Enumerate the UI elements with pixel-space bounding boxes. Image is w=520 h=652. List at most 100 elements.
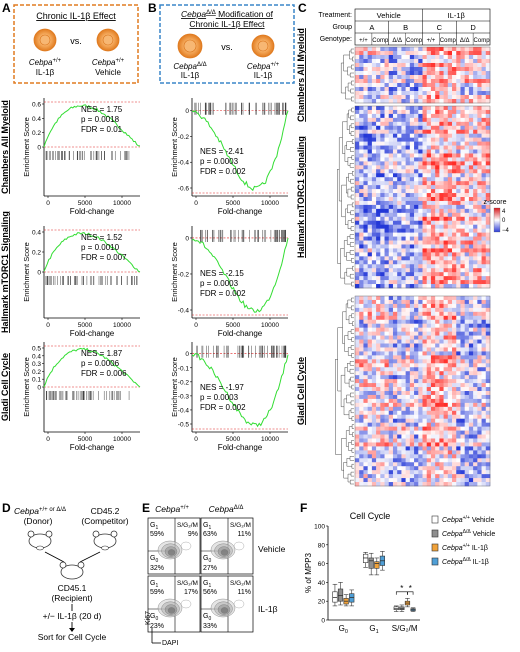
heatmap-cell <box>388 375 394 380</box>
heatmap-cell <box>485 438 491 443</box>
heatmap-cell <box>376 220 381 225</box>
heatmap-cell <box>397 383 402 388</box>
heatmap-cell <box>380 117 385 123</box>
heatmap-cell <box>359 181 364 186</box>
heatmap-cell <box>414 379 419 384</box>
heatmap-cell <box>371 383 377 388</box>
heatmap-cell <box>452 244 457 249</box>
heatmap-cell <box>426 220 432 225</box>
heatmap-cell <box>367 106 373 111</box>
heatmap-cell <box>384 236 390 241</box>
heatmap-cell <box>359 410 364 416</box>
heatmap-cell <box>380 296 385 301</box>
heatmap-cell <box>384 240 390 245</box>
heatmap-cell <box>452 418 457 423</box>
heatmap-cell <box>447 177 453 182</box>
heatmap-cell <box>388 474 394 479</box>
heatmap-cell <box>473 200 478 206</box>
heatmap-cell <box>460 394 465 400</box>
heatmap-cell <box>464 339 470 344</box>
heatmap-cell <box>363 220 368 225</box>
heatmap-cell <box>392 319 398 325</box>
heatmap-cell <box>426 185 432 190</box>
heatmap-cell <box>473 137 478 142</box>
heatmap-cell <box>376 442 381 447</box>
heatmap-cell <box>355 446 360 451</box>
heatmap-cell <box>409 165 415 170</box>
heatmap-cell <box>443 59 449 64</box>
heatmap-cell <box>452 204 457 210</box>
heatmap-cell <box>477 268 482 273</box>
heatmap-cell <box>464 204 470 210</box>
heatmap-cell <box>447 478 453 483</box>
heatmap-cell <box>392 462 398 467</box>
heatmap-cell <box>355 430 360 435</box>
heatmap-cell <box>430 391 436 396</box>
heatmap-cell <box>422 87 428 92</box>
heatmap-cell <box>439 185 444 190</box>
heatmap-cell <box>355 299 360 305</box>
heatmap-cell <box>426 482 432 487</box>
cell-nucleus-icon <box>102 34 114 46</box>
dendrogram-branch <box>350 210 354 215</box>
heatmap-cell <box>447 458 453 463</box>
heatmap-cell <box>363 121 368 127</box>
heatmap-cell <box>426 299 432 305</box>
heatmap-cell <box>481 228 487 233</box>
heatmap-cell <box>468 307 474 313</box>
heatmap-cell <box>384 462 390 467</box>
heatmap-cell <box>355 125 360 131</box>
heatmap-cell <box>376 303 381 309</box>
heatmap-cell <box>418 193 423 198</box>
nes-label: NES = -2.41 <box>200 147 244 156</box>
heatmap-cell <box>363 367 368 372</box>
heatmap-cell <box>443 149 449 154</box>
gate-sg2m-percent: 11% <box>238 589 252 596</box>
heatmap-cell <box>447 185 453 190</box>
heatmap-cell <box>430 181 436 186</box>
heatmap-cell <box>468 95 474 100</box>
heatmap-cell <box>430 185 436 190</box>
heatmap-cell <box>355 208 360 214</box>
heatmap-cell <box>359 323 364 328</box>
arrow-line <box>79 551 101 563</box>
heatmap-cell <box>464 319 470 325</box>
heatmap-cell <box>452 212 457 218</box>
heatmap-cell <box>477 418 482 423</box>
heatmap-cell <box>426 454 432 459</box>
legend-swatch <box>431 543 439 552</box>
heatmap-cell <box>422 260 428 265</box>
p-value-label: p = 0.0003 <box>200 393 239 402</box>
heatmap-cell <box>435 347 440 352</box>
heatmap-cell <box>380 51 385 56</box>
heatmap-cell <box>439 482 444 487</box>
heatmap-cell <box>414 426 419 431</box>
heatmap-cell <box>367 220 373 225</box>
heatmap-cell <box>363 200 368 206</box>
heatmap-cell <box>355 406 360 412</box>
heatmap-cell <box>456 91 461 96</box>
heatmap-cell <box>468 387 474 392</box>
heatmap-cell <box>418 83 423 88</box>
heatmap-cell <box>401 228 406 233</box>
heatmap-cell <box>430 470 436 475</box>
heatmap-cell <box>359 240 364 245</box>
heatmap-cell <box>405 371 411 376</box>
heatmap-cell <box>460 137 465 142</box>
heatmap-cell <box>447 422 453 427</box>
heatmap-cell <box>414 398 419 404</box>
heatmap-cell <box>405 351 411 356</box>
heatmap-cell <box>460 323 465 328</box>
heatmap-cell <box>460 482 465 487</box>
heatmap-cell <box>371 296 377 301</box>
heatmap-cell <box>456 414 461 420</box>
heatmap-cell <box>384 71 390 76</box>
heatmap-cell <box>481 284 487 289</box>
heatmap-cell <box>430 240 436 245</box>
heatmap-cell <box>485 323 491 328</box>
heatmap-cell <box>359 212 364 218</box>
heatmap-cell <box>485 280 491 285</box>
heatmap-cell <box>371 414 377 420</box>
heatmap-cell <box>435 240 440 245</box>
heatmap-cell <box>435 367 440 372</box>
